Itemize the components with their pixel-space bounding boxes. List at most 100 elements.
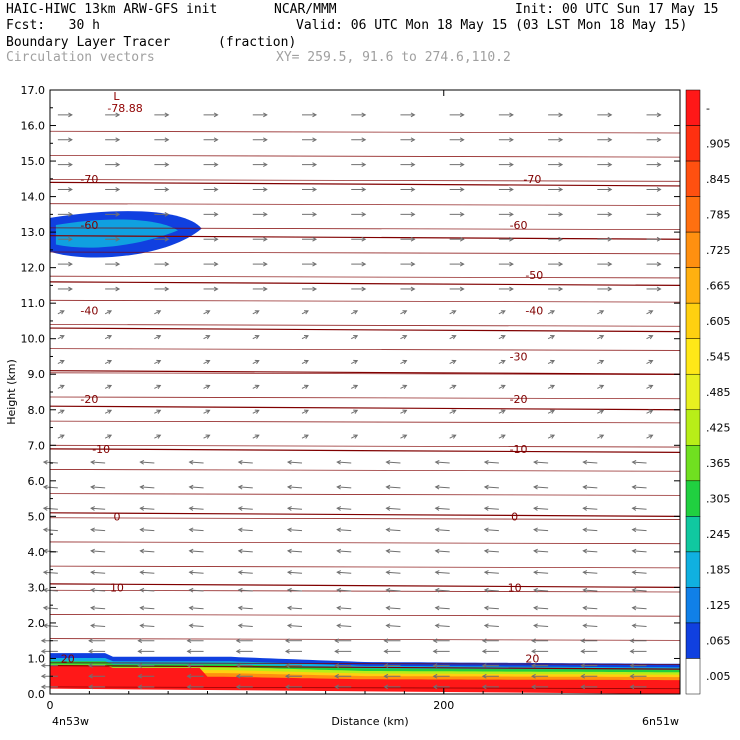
vector-head [205, 384, 211, 390]
vector-head [656, 137, 662, 143]
vector-head [451, 359, 457, 365]
vector-arrow [498, 384, 506, 389]
vector-head [656, 211, 662, 217]
vector-head [361, 187, 367, 192]
vector-head [336, 506, 342, 511]
vector-arrow [238, 486, 253, 489]
vector-head [68, 112, 73, 118]
vector-head [582, 527, 588, 533]
vector-head [629, 663, 635, 668]
y-tick-label: 11.0 [21, 297, 46, 310]
vector-arrow [435, 589, 450, 592]
vector-arrow [350, 409, 358, 414]
colorbar-swatch [685, 480, 701, 517]
vector-head [500, 409, 506, 414]
y-tick-label: 4.0 [28, 546, 46, 559]
vector-arrow [583, 571, 598, 574]
contour-label: -20 [510, 393, 528, 406]
vector-head [188, 587, 194, 593]
vector-head [410, 236, 416, 242]
vector-head [336, 459, 342, 465]
vector-arrow [238, 624, 253, 627]
vector-head [303, 384, 309, 390]
vector-head [235, 663, 241, 668]
vector-arrow [238, 507, 253, 510]
vector-arrow [189, 607, 204, 610]
forecast-hour: Fcst: 30 h [6, 18, 100, 33]
vector-arrow [238, 529, 253, 532]
vector-arrow [337, 529, 352, 532]
vector-head [402, 409, 408, 414]
vector-head [139, 484, 145, 490]
contour-label: -70 [523, 173, 541, 186]
vector-arrow [597, 360, 604, 365]
vector-head [509, 187, 514, 192]
vector-arrow [435, 486, 450, 489]
vector-arrow [646, 384, 653, 389]
colorbar-label: .605 [706, 315, 731, 328]
isotherm-minor [49, 517, 681, 520]
vector-head [481, 638, 487, 644]
vector-arrow [154, 409, 161, 414]
vector-head [59, 359, 65, 365]
vector-arrow [386, 550, 401, 553]
vector-head [68, 137, 73, 143]
vector-head [599, 310, 605, 315]
contour-label: -60 [510, 219, 528, 232]
vector-head [263, 286, 268, 292]
vector-arrow [350, 335, 358, 340]
vector-arrow [484, 589, 499, 592]
vector-arrow [449, 384, 456, 389]
vector-head [164, 236, 170, 242]
isotherm-0 [49, 512, 681, 517]
vector-head [68, 236, 73, 242]
x-end-right: 6n51w [642, 715, 679, 728]
vector-head [156, 434, 162, 439]
vector-head [42, 548, 48, 554]
vector-head [156, 335, 162, 340]
vector-arrow [140, 529, 155, 532]
vector-arrow [337, 550, 352, 553]
vector-head [213, 286, 219, 292]
vector-head [188, 623, 194, 629]
x-axis-label: Distance (km) [331, 715, 408, 728]
vector-head [115, 211, 121, 217]
vector-arrow [646, 360, 653, 365]
vector-head [509, 261, 514, 267]
vector-head [286, 527, 292, 533]
y-tick-label: 1.0 [28, 652, 46, 665]
isotherm-minor [49, 203, 681, 206]
vector-head [42, 605, 48, 611]
vector-arrow [632, 507, 647, 510]
vector-head [303, 310, 309, 315]
vector-head [312, 286, 318, 292]
vector-head [383, 663, 389, 668]
vector-head [410, 187, 416, 192]
vector-arrow [632, 486, 647, 489]
vector-arrow [386, 486, 401, 489]
vector-head [656, 286, 662, 292]
vector-arrow [547, 384, 555, 389]
isotherm--70 [49, 181, 681, 187]
colorbar-swatch [685, 160, 701, 197]
vector-head [434, 548, 440, 554]
y-tick-label: 5.0 [28, 510, 46, 523]
vector-head [137, 684, 143, 690]
vector-arrow [91, 571, 106, 574]
vector-head [580, 649, 586, 654]
vector-arrow [583, 461, 598, 464]
vector-head [115, 261, 121, 267]
vector-head [531, 673, 536, 679]
vector-arrow [449, 434, 456, 439]
isotherm-minor [49, 589, 681, 593]
contour-label: -10 [92, 443, 110, 456]
title-left: HAIC-HIWC 13km ARW-GFS init [6, 2, 218, 17]
vector-head [558, 211, 564, 217]
vector-head [107, 359, 113, 365]
vector-head [336, 527, 342, 533]
colorbar-label: .785 [706, 208, 731, 221]
colorbar-label: .845 [706, 173, 731, 186]
vector-arrow [646, 409, 653, 414]
colorbar-swatch [685, 338, 701, 375]
vector-head [188, 484, 194, 490]
